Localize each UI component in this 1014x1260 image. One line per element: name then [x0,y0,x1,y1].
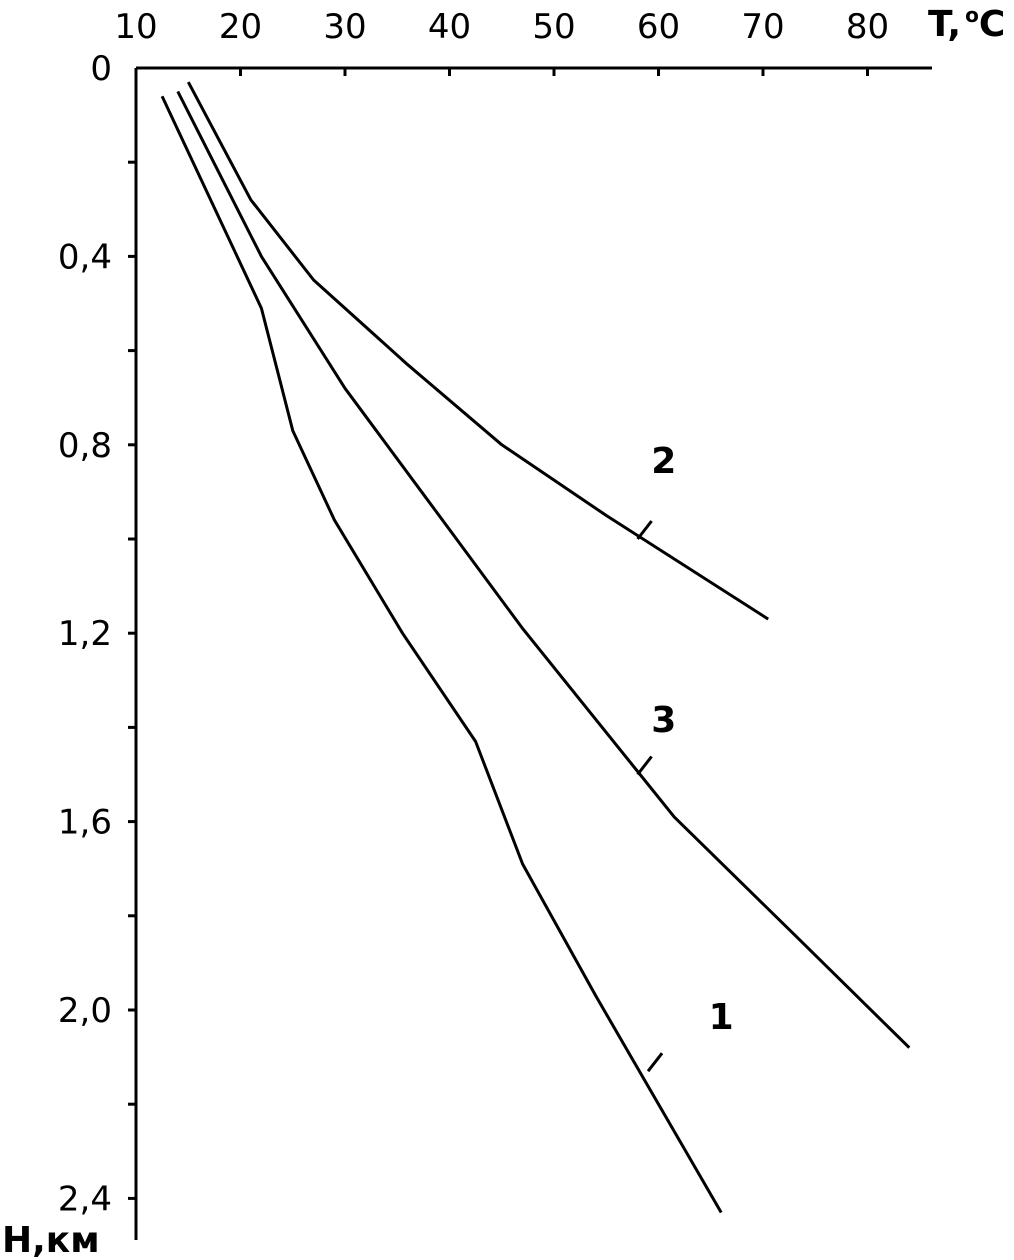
y-tick-label: 2,0 [58,991,112,1031]
y-tick-label: 0,4 [58,237,112,277]
y-tick-label: 2,4 [58,1179,112,1219]
y-tick-label: 1,2 [58,614,112,654]
x-tick-label: 60 [637,7,680,47]
curve-1-leader [646,1052,664,1073]
x-tick-label: 80 [846,7,889,47]
curve-1 [160,95,723,1214]
x-tick-label: 70 [741,7,784,47]
x-axis-title: T, oC [928,3,1005,45]
x-tick-label: 30 [323,7,366,47]
curve-3-leader [636,755,653,776]
x-axis-title-main: T, [928,4,961,45]
x-tick-label: 20 [219,7,262,47]
curve-3-label: 3 [651,700,676,741]
curve-2 [186,81,770,621]
x-axis-title-degree: o [965,3,979,27]
axes: 10 20 30 40 50 60 70 80 0 0,4 0,8 1,2 1,6 2,0 2,4 [58,7,932,1240]
y-tick-label: 0,8 [58,426,112,466]
curve-2-label: 2 [651,441,676,482]
y-tick-label: 1,6 [58,803,112,843]
x-tick-label: 40 [428,7,471,47]
curve-2-leader [636,520,653,540]
curve-3 [176,90,911,1049]
curve-labels: 1 2 3 [636,441,734,1073]
x-tick-label: 10 [114,7,157,47]
curve-1-label: 1 [709,997,734,1038]
curves [160,81,911,1214]
x-tick-label: 50 [532,7,575,47]
x-axis-title-unit: C [979,4,1005,45]
y-axis-title: H,км [2,1220,100,1260]
y-tick-label: 0 [90,49,112,89]
